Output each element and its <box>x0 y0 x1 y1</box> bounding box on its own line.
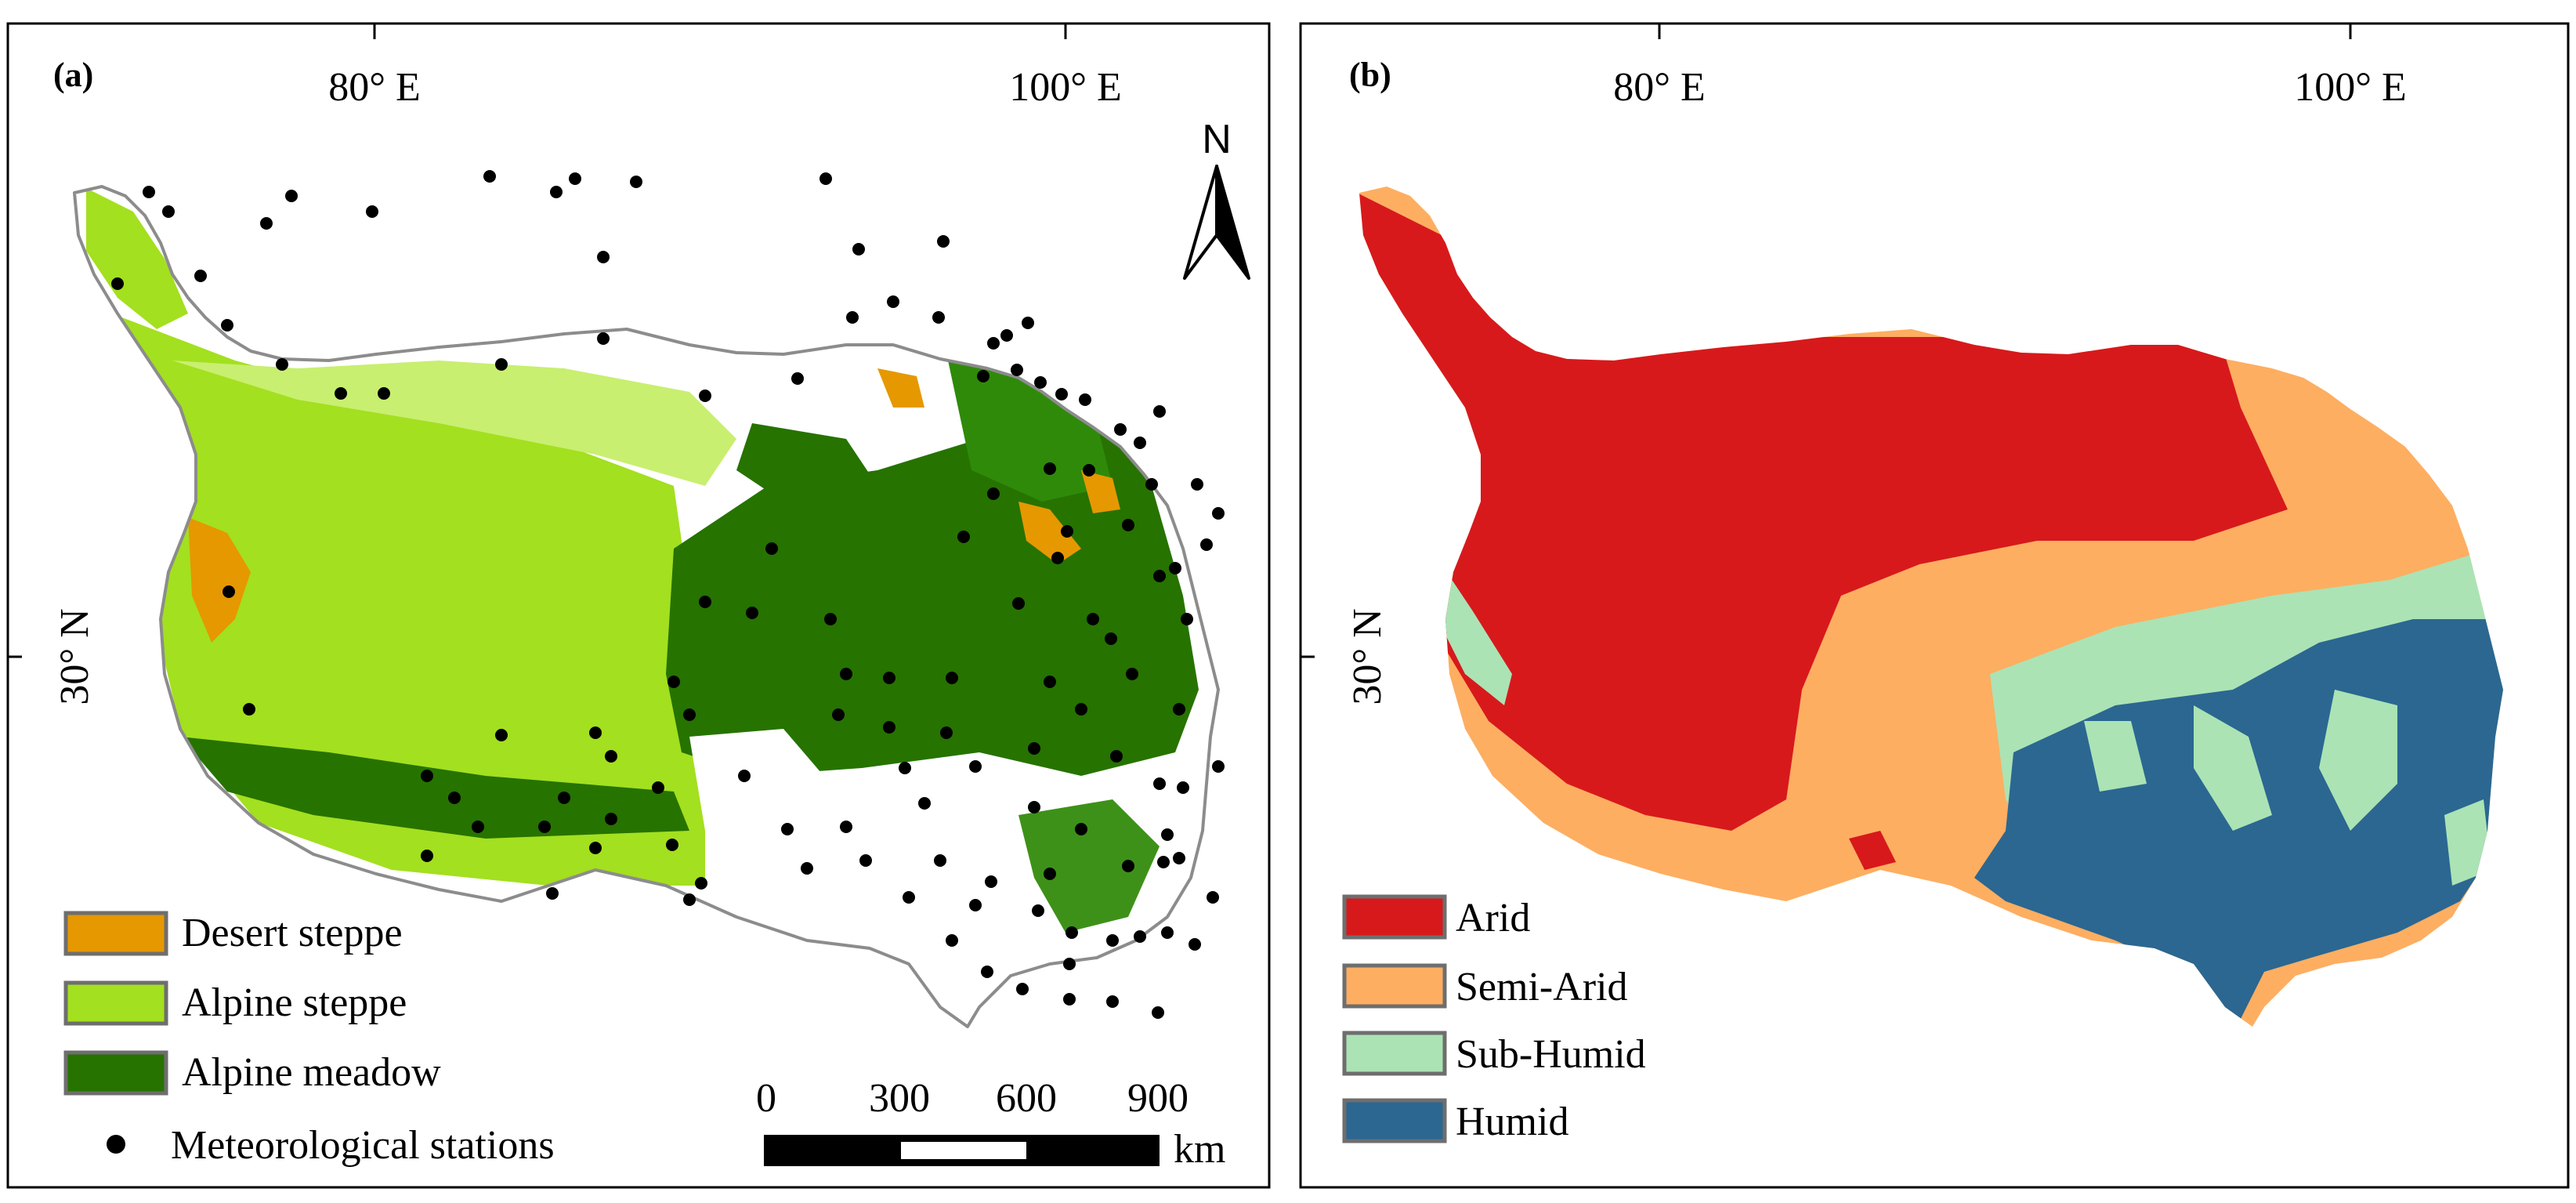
panel-b-lon-label-80: 80° E <box>1613 65 1706 110</box>
panel-b-lon-label-100: 100° E <box>2294 65 2407 110</box>
panel-b: (b) 80° E 100° E 30° N Arid <box>1299 22 2570 1189</box>
legend-label-humid: Humid <box>1456 1100 1568 1144</box>
panel-b-lat-label-30: 30° N <box>1345 608 1390 705</box>
sub-humid-patch-1 <box>2194 705 2272 831</box>
scale-tick-300: 300 <box>869 1076 930 1121</box>
legend-label-alpine-meadow: Alpine meadow <box>182 1050 441 1095</box>
scale-tick-900: 900 <box>1127 1076 1189 1121</box>
panel-b-label: (b) <box>1349 56 1391 94</box>
panel-a-lon-label-80: 80° E <box>328 65 421 110</box>
north-label: N <box>1202 117 1232 162</box>
panel-a-lon-label-100: 100° E <box>1009 65 1122 110</box>
panel-a-label: (a) <box>53 56 93 94</box>
alpine-meadow-region <box>180 361 1199 995</box>
sub-humid-patch-3 <box>2084 721 2147 792</box>
legend-swatch-desert-steppe <box>63 911 168 956</box>
legend-swatch-arid <box>1342 894 1447 940</box>
legend-label-semi-arid: Semi-Arid <box>1456 965 1628 1009</box>
arid-patch <box>1849 831 1896 870</box>
panel-a: (a) 80° E 100° E 30° N <box>6 22 1271 1189</box>
legend-symbol-stations <box>107 1135 125 1154</box>
scale-tick-0: 0 <box>756 1076 776 1121</box>
scale-unit: km <box>1174 1127 1225 1172</box>
scale-tick-600: 600 <box>996 1076 1057 1121</box>
legend-swatch-semi-arid <box>1342 963 1447 1009</box>
legend-label-stations: Meteorological stations <box>171 1123 555 1168</box>
sub-humid-west <box>1442 564 1512 705</box>
legend-swatch-humid <box>1342 1098 1447 1143</box>
scale-bar-white-segment <box>901 1142 1026 1159</box>
legend-swatch-sub-humid <box>1342 1031 1447 1076</box>
alpine-steppe-region <box>74 188 736 886</box>
legend-swatch-alpine-meadow <box>63 1050 168 1096</box>
panel-a-legend: Desert steppe Alpine steppe Alpine meado… <box>63 911 555 1168</box>
scale-bar: 0 300 600 900 km <box>756 1076 1225 1172</box>
panel-a-lat-label-30: 30° N <box>52 608 97 705</box>
meteorological-stations <box>111 170 1225 1019</box>
sub-humid-patch-2 <box>2319 690 2397 831</box>
legend-label-arid: Arid <box>1456 896 1530 940</box>
panel-b-legend: Arid Semi-Arid Sub-Humid Humid <box>1342 894 1646 1144</box>
panel-a-map <box>73 170 1225 1028</box>
north-arrow: N <box>1183 117 1250 280</box>
legend-label-sub-humid: Sub-Humid <box>1456 1032 1646 1077</box>
legend-label-alpine-steppe: Alpine steppe <box>182 980 407 1025</box>
north-arrow-right-half <box>1215 165 1250 280</box>
legend-swatch-alpine-steppe <box>63 980 168 1026</box>
legend-label-desert-steppe: Desert steppe <box>182 911 403 955</box>
desert-steppe-patches <box>188 368 1120 643</box>
